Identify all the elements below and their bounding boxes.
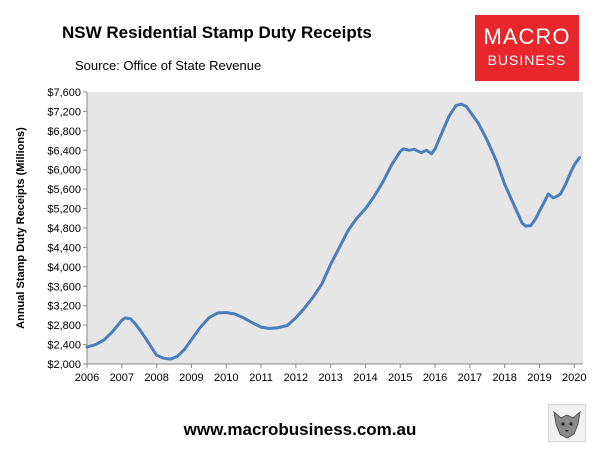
y-tick-label: $4,800 (47, 223, 81, 235)
logo-line1: MACRO (483, 24, 571, 49)
x-tick-label: 2012 (284, 372, 308, 384)
wolf-logo-icon (548, 404, 586, 442)
line-chart: $2,000 $2,400 $2,800 $3,200 $3,600 $4,000 $4,4… (15, 87, 587, 384)
x-tick-label: 2013 (318, 372, 342, 384)
y-tick-label: $2,000 (47, 359, 81, 371)
y-axis-label: Annual Stamp Duty Receipts (Millions) (15, 127, 27, 329)
y-tick-label: $6,400 (47, 145, 81, 157)
x-tick-label: 2010 (214, 372, 238, 384)
x-tick-label: 2009 (179, 372, 203, 384)
logo-line2: BUSINESS (487, 52, 567, 68)
y-tick-label: $7,200 (47, 106, 81, 118)
y-tick-label: $6,000 (47, 165, 81, 177)
y-tick-label: $2,800 (47, 320, 81, 332)
x-tick-label: 2019 (527, 372, 551, 384)
x-tick-label: 2015 (388, 372, 412, 384)
x-tick-label: 2017 (458, 372, 482, 384)
y-tick-label: $6,800 (47, 126, 81, 138)
x-axis: 2006 2007 2008 2009 2010 2011 2012 2013 2014 2015… (75, 363, 587, 384)
x-tick-label: 2014 (353, 372, 377, 384)
y-tick-label: $3,600 (47, 281, 81, 293)
y-tick-label: $5,600 (47, 184, 81, 196)
x-tick-label: 2018 (492, 372, 516, 384)
chart-title: NSW Residential Stamp Duty Receipts (62, 23, 372, 42)
x-tick-label: 2011 (249, 372, 273, 384)
y-tick-label: $2,400 (47, 340, 81, 352)
x-tick-label: 2020 (562, 372, 586, 384)
y-tick-label: $4,400 (47, 242, 81, 254)
y-tick-label: $4,000 (47, 262, 81, 274)
series-line (85, 102, 581, 361)
y-axis: $2,000 $2,400 $2,800 $3,200 $3,600 $4,000 $4,4… (47, 87, 88, 371)
y-tick-label: $3,200 (47, 301, 81, 313)
plot-area (87, 92, 583, 364)
x-tick-label: 2008 (144, 372, 168, 384)
chart-subtitle: Source: Office of State Revenue (75, 58, 262, 73)
y-tick-label: $5,200 (47, 204, 81, 216)
x-tick-label: 2006 (75, 372, 99, 384)
y-tick-label: $7,600 (47, 87, 81, 99)
x-tick-label: 2016 (423, 372, 447, 384)
footer-url-link[interactable]: www.macrobusiness.com.au (183, 420, 417, 439)
x-tick-label: 2007 (110, 372, 134, 384)
macro-business-logo[interactable]: MACRO BUSINESS (475, 15, 579, 81)
